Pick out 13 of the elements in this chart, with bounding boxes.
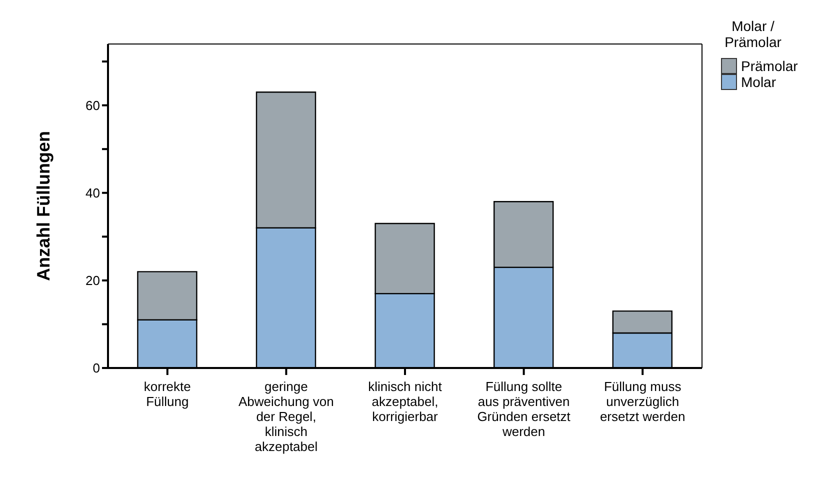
x-tick-label: geringe Abweichung von der Regel, klinisch akzeptabel bbox=[238, 379, 334, 454]
x-tick-label: korrekte Füllung bbox=[144, 379, 191, 409]
legend-label: Prämolar bbox=[741, 58, 798, 74]
y-tick-label: 20 bbox=[86, 273, 100, 288]
y-tick-label: 0 bbox=[92, 360, 100, 376]
y-axis-title: Anzahl Füllungen bbox=[33, 131, 54, 281]
x-tick-label: Füllung muss unverzüglich ersetzt werden bbox=[600, 379, 686, 424]
legend-label: Molar bbox=[741, 74, 776, 90]
y-tick-label: 60 bbox=[86, 98, 100, 113]
y-tick-label: 40 bbox=[86, 185, 100, 200]
x-tick-label: Füllung sollte aus präventiven Gründen ersetzt werden bbox=[477, 379, 571, 439]
legend-title: Molar / Prämolar bbox=[724, 18, 782, 50]
x-tick-label: klinisch nicht akzeptabel, korrigierbar bbox=[368, 379, 442, 424]
